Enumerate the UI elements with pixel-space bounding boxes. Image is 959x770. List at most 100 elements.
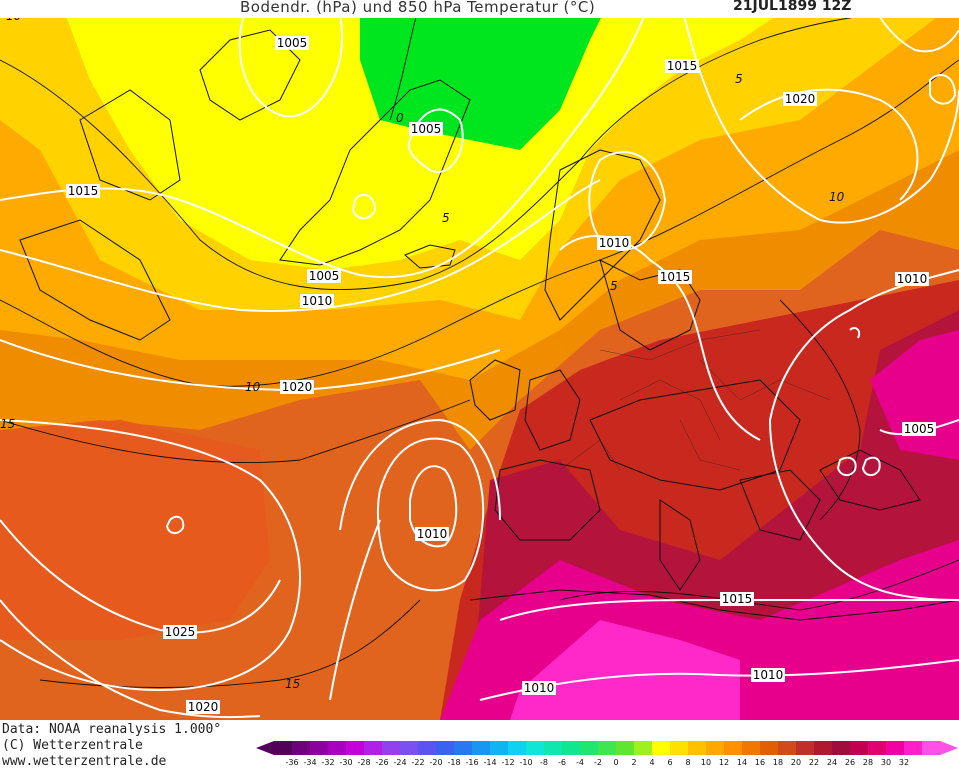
svg-text:1005: 1005 [309, 269, 340, 283]
legend-swatch [688, 741, 707, 755]
isobar-label: 1010 [522, 681, 556, 695]
legend-swatch [778, 741, 797, 755]
legend-tick-label: -12 [501, 758, 515, 767]
legend-swatch [490, 741, 509, 755]
legend-swatch [616, 741, 635, 755]
legend-tick-label: -22 [411, 758, 425, 767]
temp-field-green [360, 0, 610, 150]
isobar-label: 1020 [783, 92, 817, 106]
svg-text:1025: 1025 [165, 625, 196, 639]
legend-swatch [508, 741, 527, 755]
legend-tick-label: -10 [519, 758, 533, 767]
legend-tick-label: 4 [649, 758, 655, 767]
legend-tick-label: -30 [339, 758, 353, 767]
legend-tick-label: 22 [808, 758, 820, 767]
legend-tick-label: 0 [613, 758, 619, 767]
data-source-credit: Data: NOAA reanalysis 1.000° [2, 722, 222, 737]
legend-tick-label: 10 [700, 758, 712, 767]
legend-tick-label: -26 [375, 758, 389, 767]
legend-swatch [634, 741, 653, 755]
isobar-label: 1005 [902, 422, 936, 436]
legend-swatch [724, 741, 743, 755]
legend-swatch [652, 741, 671, 755]
isotherm-label: 0 [396, 111, 404, 125]
legend-swatch [814, 741, 833, 755]
legend-tick-label: 26 [844, 758, 856, 767]
isobar-label: 1010 [300, 294, 334, 308]
svg-text:1020: 1020 [785, 92, 816, 106]
map-title-bar: Bodendr. (hPa) und 850 hPa Temperatur (°… [0, 0, 959, 18]
website-credit: www.wetterzentrale.de [2, 754, 167, 769]
svg-text:1010: 1010 [599, 236, 630, 250]
legend-tick-label: -32 [321, 758, 335, 767]
isotherm-label: 10 [829, 190, 845, 204]
legend-swatch [742, 741, 761, 755]
legend-swatch [454, 741, 473, 755]
legend-swatch [472, 741, 491, 755]
legend-tick-label: -18 [447, 758, 461, 767]
isotherm-label: 5 [610, 279, 618, 293]
isotherm-label: 5 [735, 72, 743, 86]
legend-tick-label: -4 [576, 758, 584, 767]
legend-tick-label: 12 [718, 758, 730, 767]
isobar-label-group: 1005 1005 1015 1020 1015 1010 1015 1010 … [66, 36, 936, 714]
legend-swatch [382, 741, 401, 755]
svg-text:1005: 1005 [277, 36, 308, 50]
weather-map: 1005 1005 1015 1020 1015 1010 1015 1010 … [0, 0, 959, 720]
svg-text:1015: 1015 [660, 270, 691, 284]
legend-swatch [760, 741, 779, 755]
svg-text:1020: 1020 [188, 700, 219, 714]
isobar-label: 1010 [895, 272, 929, 286]
legend-swatch [850, 741, 869, 755]
legend-swatch [310, 741, 329, 755]
map-canvas: 1005 1005 1015 1020 1015 1010 1015 1010 … [0, 0, 959, 720]
legend-tick-label: 18 [772, 758, 784, 767]
legend-tick-label: -8 [540, 758, 548, 767]
map-date: 21JUL1899 12Z [733, 0, 852, 14]
isobar-label: 1015 [665, 59, 699, 73]
legend-swatch [886, 741, 905, 755]
isobar-label: 1020 [280, 380, 314, 394]
svg-text:1010: 1010 [302, 294, 333, 308]
legend-swatch [904, 741, 923, 755]
copyright-credit: (C) Wetterzentrale [2, 738, 143, 753]
legend-tick-label: 16 [754, 758, 766, 767]
svg-text:1015: 1015 [722, 592, 753, 606]
isobar-label: 1015 [66, 184, 100, 198]
isobar-label: 1020 [186, 700, 220, 714]
svg-text:1010: 1010 [524, 681, 555, 695]
legend-tick-label: 6 [667, 758, 673, 767]
legend-swatch [544, 741, 563, 755]
legend-swatch [580, 741, 599, 755]
country-borders [559, 329, 831, 471]
svg-text:1020: 1020 [282, 380, 313, 394]
legend-arrow-left [256, 741, 274, 755]
svg-text:1015: 1015 [667, 59, 698, 73]
legend-tick-label: -34 [303, 758, 317, 767]
isobar-label: 1005 [307, 269, 341, 283]
legend-swatch [706, 741, 725, 755]
isotherms [0, 0, 959, 688]
legend-swatch [832, 741, 851, 755]
legend-swatch [922, 741, 941, 755]
svg-text:1015: 1015 [68, 184, 99, 198]
legend-swatch [598, 741, 617, 755]
legend-tick-label: 24 [826, 758, 838, 767]
legend-tick-label: -14 [483, 758, 497, 767]
legend-tick-label: 28 [862, 758, 874, 767]
isobar-label: 1025 [163, 625, 197, 639]
legend-swatch [328, 741, 347, 755]
isobar-label: 1015 [658, 270, 692, 284]
legend-tick-label: -16 [465, 758, 479, 767]
legend-swatch [364, 741, 383, 755]
legend-swatch [436, 741, 455, 755]
legend-tick-label: 20 [790, 758, 802, 767]
legend-swatch [526, 741, 545, 755]
legend-tick-label: -2 [594, 758, 602, 767]
legend-tick-label: -36 [285, 758, 299, 767]
isotherm-label: 10 [245, 380, 261, 394]
legend-tick-label: 32 [898, 758, 910, 767]
legend-swatch [418, 741, 437, 755]
legend-swatch [796, 741, 815, 755]
isobar-label: 1005 [409, 122, 443, 136]
